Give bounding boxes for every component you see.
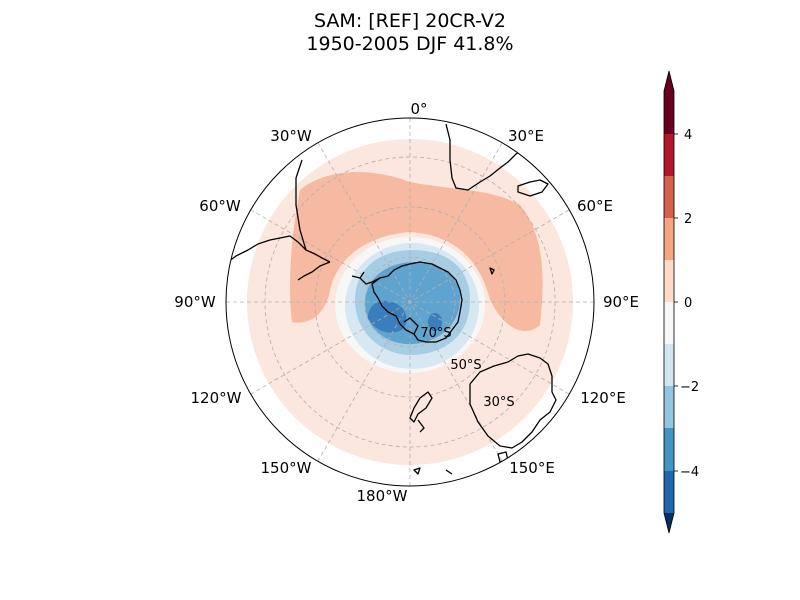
lon-label-30w: 30°W [270, 127, 312, 145]
colorbar-extend-top [664, 71, 674, 91]
colorbar-seg-neg5-neg4 [664, 471, 674, 513]
contour-level-neg4-min-2 [428, 313, 442, 331]
colorbar-tick-label: 2 [684, 212, 692, 227]
map-panel [226, 118, 594, 486]
lat-circle-50s [314, 206, 506, 398]
longitude-labels: 0° 30°E 60°E 90°E 120°E 150°E 180°W 150°… [174, 100, 639, 505]
lat-label-30s: 30°S [483, 395, 514, 410]
lon-label-90e: 90°E [603, 293, 639, 311]
plot-title-line2: 1950-2005 DJF 41.8% [306, 33, 514, 55]
colorbar-tick-labels: 4 2 0 −2 −4 [680, 128, 699, 480]
meridian-150e-30w [317, 142, 503, 462]
lat-label-70s: 70°S [420, 326, 451, 341]
lon-label-60w: 60°W [199, 197, 241, 215]
antarctica-coastline [371, 261, 463, 343]
south-america-coastline [227, 235, 331, 281]
colorbar-seg-4-5 [664, 91, 674, 134]
map-boundary [225, 117, 595, 487]
colorbar-ticks [674, 133, 678, 472]
latitude-labels: 70°S 50°S 30°S [420, 326, 514, 410]
lon-label-150e: 150°E [509, 459, 555, 477]
madagascar-coastline [517, 179, 549, 197]
new-zealand-coastline [409, 391, 433, 433]
lon-label-120w: 120°W [191, 389, 242, 407]
colorbar-tick-label: 0 [684, 296, 692, 311]
lon-label-90w: 90°W [174, 293, 216, 311]
coastlines [227, 123, 557, 475]
colorbar-seg-neg1-0 [664, 302, 674, 344]
australia-coastline [469, 353, 557, 449]
contour-level-1-2-atlantic-indian [290, 172, 543, 332]
plot-title-line1: SAM: [REF] 20CR-V2 [314, 10, 506, 32]
colorbar-tick-label: −2 [680, 380, 699, 395]
colorbar-tick-label: −4 [680, 465, 699, 480]
colorbar-tick-label: 4 [684, 128, 692, 143]
colorbar-seg-1-2 [664, 218, 674, 260]
colorbar: 4 2 0 −2 −4 [663, 70, 699, 534]
lon-label-60e: 60°E [577, 197, 613, 215]
colorbar-outline [663, 70, 675, 534]
ross-sea-detail [403, 317, 419, 335]
colorbar-seg-neg3-neg2 [664, 386, 674, 428]
contour-level-1-2-pacific-gap [292, 270, 330, 323]
lon-label-180w: 180°W [357, 487, 408, 505]
colorbar-seg-neg2-neg1 [664, 344, 674, 386]
lon-label-0: 0° [410, 100, 427, 118]
colorbar-seg-neg4-neg3 [664, 428, 674, 471]
colorbar-extend-bottom [664, 513, 674, 533]
lat-circle-70s [364, 256, 456, 348]
lon-label-150w: 150°W [261, 459, 312, 477]
colorbar-seg-2-3 [664, 176, 674, 218]
lon-label-30e: 30°E [508, 127, 544, 145]
colorbar-seg-0-1 [664, 260, 674, 302]
lat-label-50s: 50°S [450, 358, 481, 373]
pacific-islands [413, 267, 495, 475]
south-america-west-coast [295, 159, 307, 251]
lon-label-120e: 120°E [580, 389, 626, 407]
colorbar-seg-3-4 [664, 134, 674, 176]
gridlines [226, 118, 594, 486]
contour-level-neg4-min [368, 300, 407, 333]
antarctic-peninsula-coastline [351, 271, 381, 285]
africa-coastline [445, 123, 537, 191]
